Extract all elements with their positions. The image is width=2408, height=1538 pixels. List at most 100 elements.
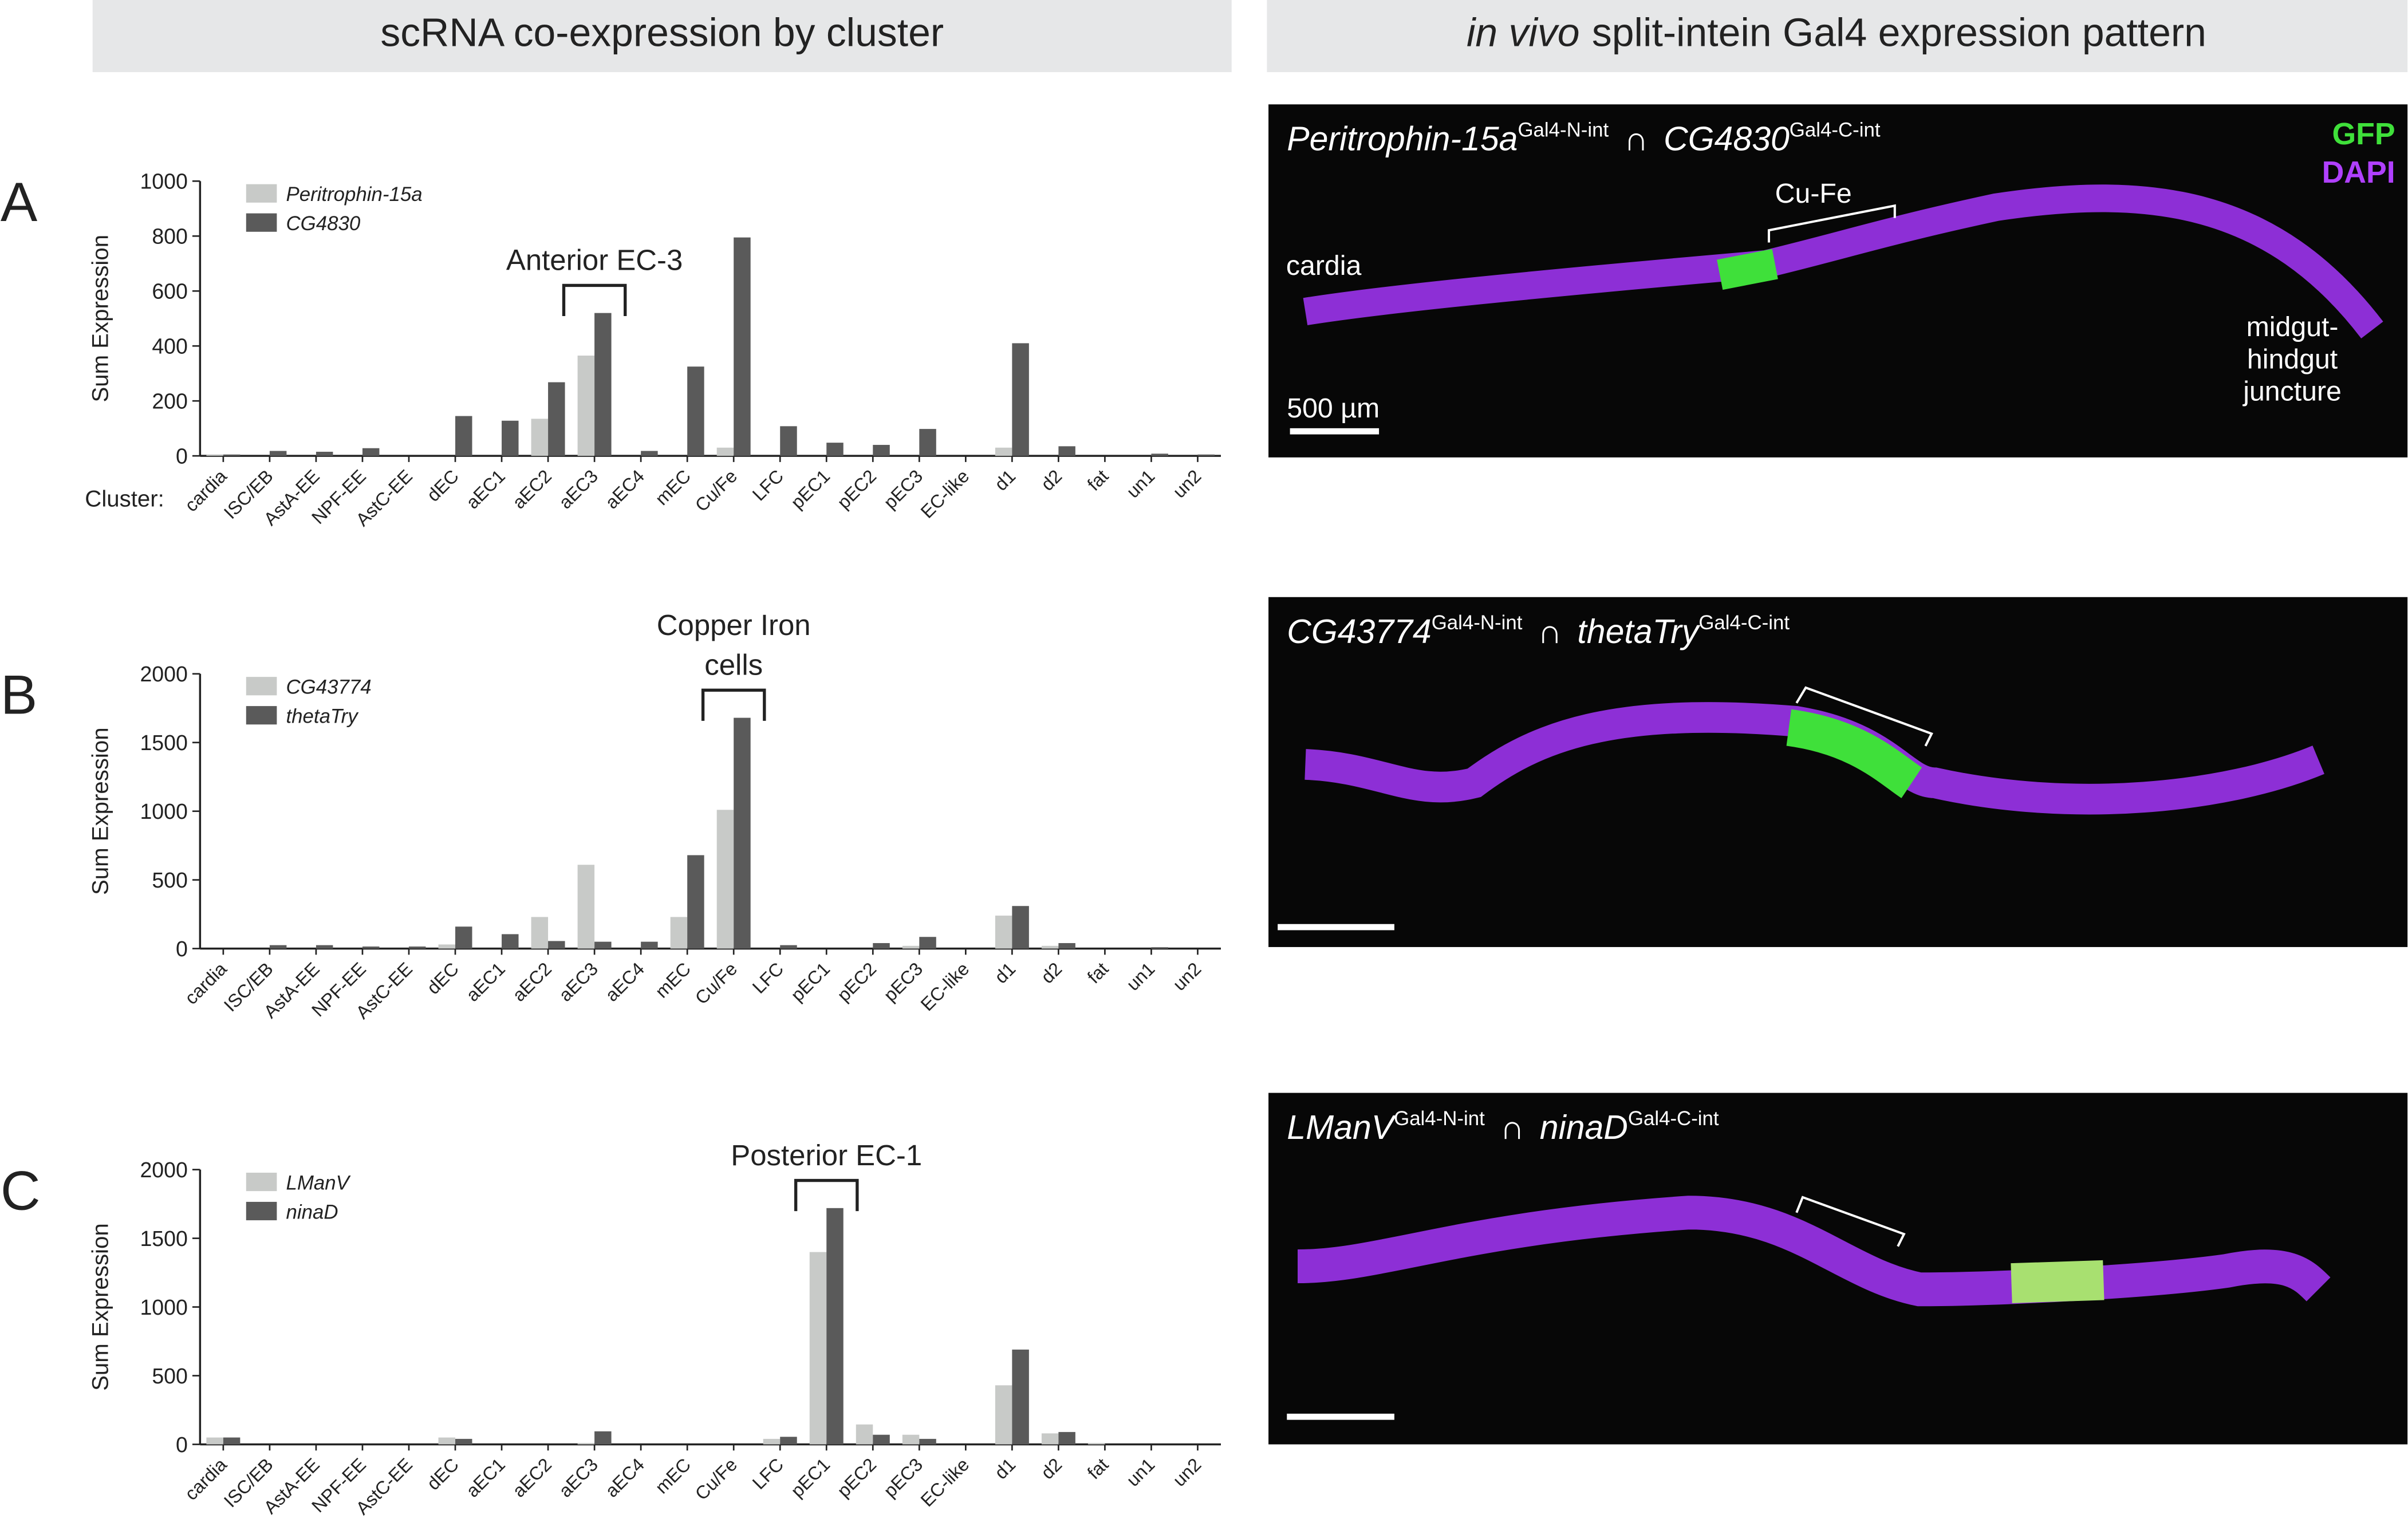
y-tick-label: 500: [152, 868, 188, 892]
y-axis-title: Sum Expression: [88, 235, 113, 403]
bar: [455, 926, 472, 949]
gfp-region: [2011, 1260, 2104, 1303]
y-tick-label: 0: [176, 1433, 188, 1457]
x-tick-label: LFC: [748, 466, 787, 504]
bar: [809, 1252, 827, 1445]
x-tick-label: pEC2: [833, 1454, 880, 1501]
gut: [1303, 184, 2383, 339]
bar: [502, 934, 519, 949]
x-tick-label: dEC: [423, 1454, 463, 1494]
bar: [780, 426, 797, 456]
x-tick-label: d1: [991, 959, 1020, 988]
micrograph-label: LManVGal4-N-int ∩ ninaDGal4-C-int: [1287, 1107, 1719, 1146]
bar: [223, 1437, 241, 1445]
y-tick-label: 1500: [140, 731, 187, 755]
bar: [531, 917, 549, 949]
x-tick-label: aEC2: [509, 466, 555, 512]
legend-swatch: [246, 213, 277, 232]
header-title: in vivo split-intein Gal4 expression patt…: [1467, 10, 2206, 54]
annotation: Copper Iron: [657, 609, 811, 641]
bar: [780, 1437, 797, 1445]
superscript: Gal4-N-int: [1394, 1107, 1485, 1130]
scale-label: 500 µm: [1287, 393, 1380, 424]
bracket: [1795, 1196, 1906, 1247]
bar: [826, 443, 844, 456]
bar: [687, 855, 704, 949]
gfp-region: [1786, 709, 1922, 798]
intersection: ∩: [1624, 121, 1648, 158]
bar: [594, 1431, 612, 1445]
bracket: [1795, 686, 1933, 747]
x-tick-label: fat: [1083, 1454, 1113, 1483]
x-tick-label: aEC3: [555, 466, 602, 512]
bar: [1058, 446, 1075, 456]
bar: [734, 237, 751, 456]
y-tick-label: 600: [152, 279, 188, 303]
superscript: Gal4-N-int: [1518, 119, 1609, 141]
region-label: Cu-Fe: [1775, 178, 1852, 209]
bar: [408, 947, 426, 949]
x-tick-label: aEC4: [601, 466, 648, 512]
x-tick-label: un2: [1169, 959, 1205, 995]
y-tick-label: 2000: [140, 662, 187, 686]
gene-name: thetaTry: [1577, 613, 1700, 650]
bar: [780, 945, 797, 949]
bar: [577, 356, 595, 456]
x-tick-label: d1: [991, 1454, 1020, 1484]
legend-swatch: [246, 1173, 277, 1192]
bar: [995, 447, 1012, 456]
bar: [826, 1208, 844, 1445]
x-tick-label: d2: [1037, 959, 1066, 988]
x-tick-label: mEC: [651, 959, 695, 1002]
bar: [316, 945, 333, 949]
x-tick-label: LFC: [748, 1454, 787, 1493]
header-box: [92, 0, 1232, 72]
x-tick-label: pEC1: [787, 466, 834, 512]
micrograph-label: Peritrophin-15aGal4-N-int ∩ CG4830Gal4-C-i…: [1287, 119, 1881, 158]
bar: [1012, 906, 1029, 949]
bar: [269, 451, 287, 456]
micrograph-label: CG43774Gal4-N-int ∩ thetaTryGal4-C-int: [1287, 612, 1790, 650]
panel-label: C: [1, 1160, 41, 1221]
bar: [856, 1424, 873, 1445]
bar: [919, 429, 936, 456]
y-tick-label: 0: [176, 444, 188, 468]
gene-name: Peritrophin-15a: [1287, 121, 1518, 158]
x-tick-label: pEC1: [787, 959, 834, 1005]
legend-dapi: DAPI: [2322, 155, 2395, 190]
micrographs: [1268, 104, 2408, 1445]
bar: [577, 865, 595, 949]
juncture-label: juncture: [2242, 376, 2342, 407]
bar: [223, 454, 241, 456]
bar: [206, 455, 223, 456]
header-italic: in vivo: [1467, 10, 1580, 54]
x-tick-label: aEC2: [509, 959, 555, 1005]
superscript: Gal4-N-int: [1432, 612, 1523, 634]
bar: [362, 448, 380, 456]
bar: [873, 1434, 890, 1445]
superscript: Gal4-C-int: [1790, 119, 1881, 141]
bar: [1197, 454, 1215, 456]
bar: [206, 1437, 223, 1445]
panel-label: A: [1, 172, 38, 233]
y-tick-label: 200: [152, 389, 188, 413]
legend-label: thetaTry: [286, 705, 359, 728]
bar: [716, 447, 734, 456]
intersection: ∩: [1500, 1109, 1524, 1146]
bar: [1012, 343, 1029, 456]
gene-name: ninaD: [1540, 1109, 1628, 1146]
y-tick-label: 0: [176, 937, 188, 961]
bar: [1151, 947, 1168, 949]
x-tick-label: EC-like: [917, 959, 974, 1015]
x-axis-title: Cluster:: [85, 486, 164, 512]
x-tick-label: EC-like: [917, 1454, 974, 1511]
bar: [670, 917, 688, 949]
bar: [1087, 1443, 1105, 1445]
x-tick-label: Cu/Fe: [691, 466, 741, 515]
x-tick-label: aEC4: [601, 1454, 648, 1501]
x-tick-label: aEC4: [601, 959, 648, 1005]
bar: [438, 1437, 456, 1445]
juncture-label: hindgut: [2247, 344, 2338, 374]
y-tick-label: 1000: [140, 169, 187, 194]
